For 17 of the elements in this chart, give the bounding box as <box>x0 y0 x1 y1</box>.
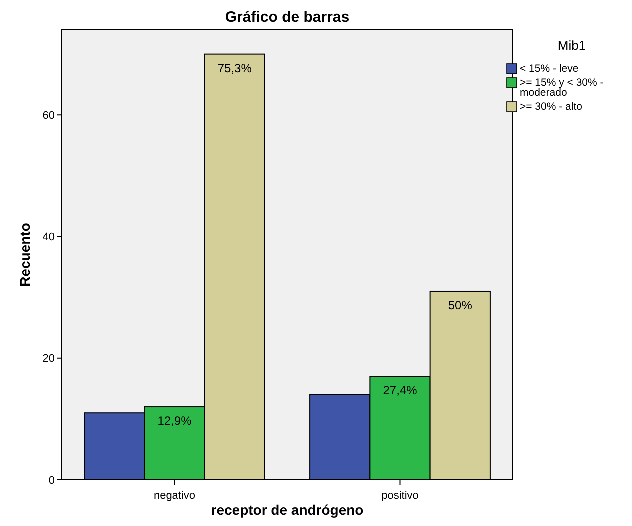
annotation: 50% <box>448 298 473 312</box>
y-tick-label: 40 <box>42 232 55 244</box>
x-tick-label: negativo <box>154 490 196 502</box>
y-axis-title: Recuento <box>17 223 33 287</box>
chart-title: Gráfico de barras <box>225 9 350 26</box>
legend-label: >= 15% y < 30% - moderado <box>520 77 604 99</box>
x-tick-label: positivo <box>382 490 419 502</box>
annotation: 75,3% <box>218 61 252 76</box>
y-tick-label: 20 <box>42 353 55 366</box>
y-tick-label: 0 <box>48 474 55 487</box>
legend-title: Mib1 <box>558 38 586 53</box>
legend-label: >= 30% - alto <box>520 101 583 113</box>
annotation: 12,9% <box>158 414 192 428</box>
annotation: 27,4% <box>383 384 418 398</box>
legend-label: < 15% - leve <box>520 63 579 75</box>
y-tick-label: 60 <box>42 110 55 122</box>
x-axis-title: receptor de andrógeno <box>211 502 364 518</box>
